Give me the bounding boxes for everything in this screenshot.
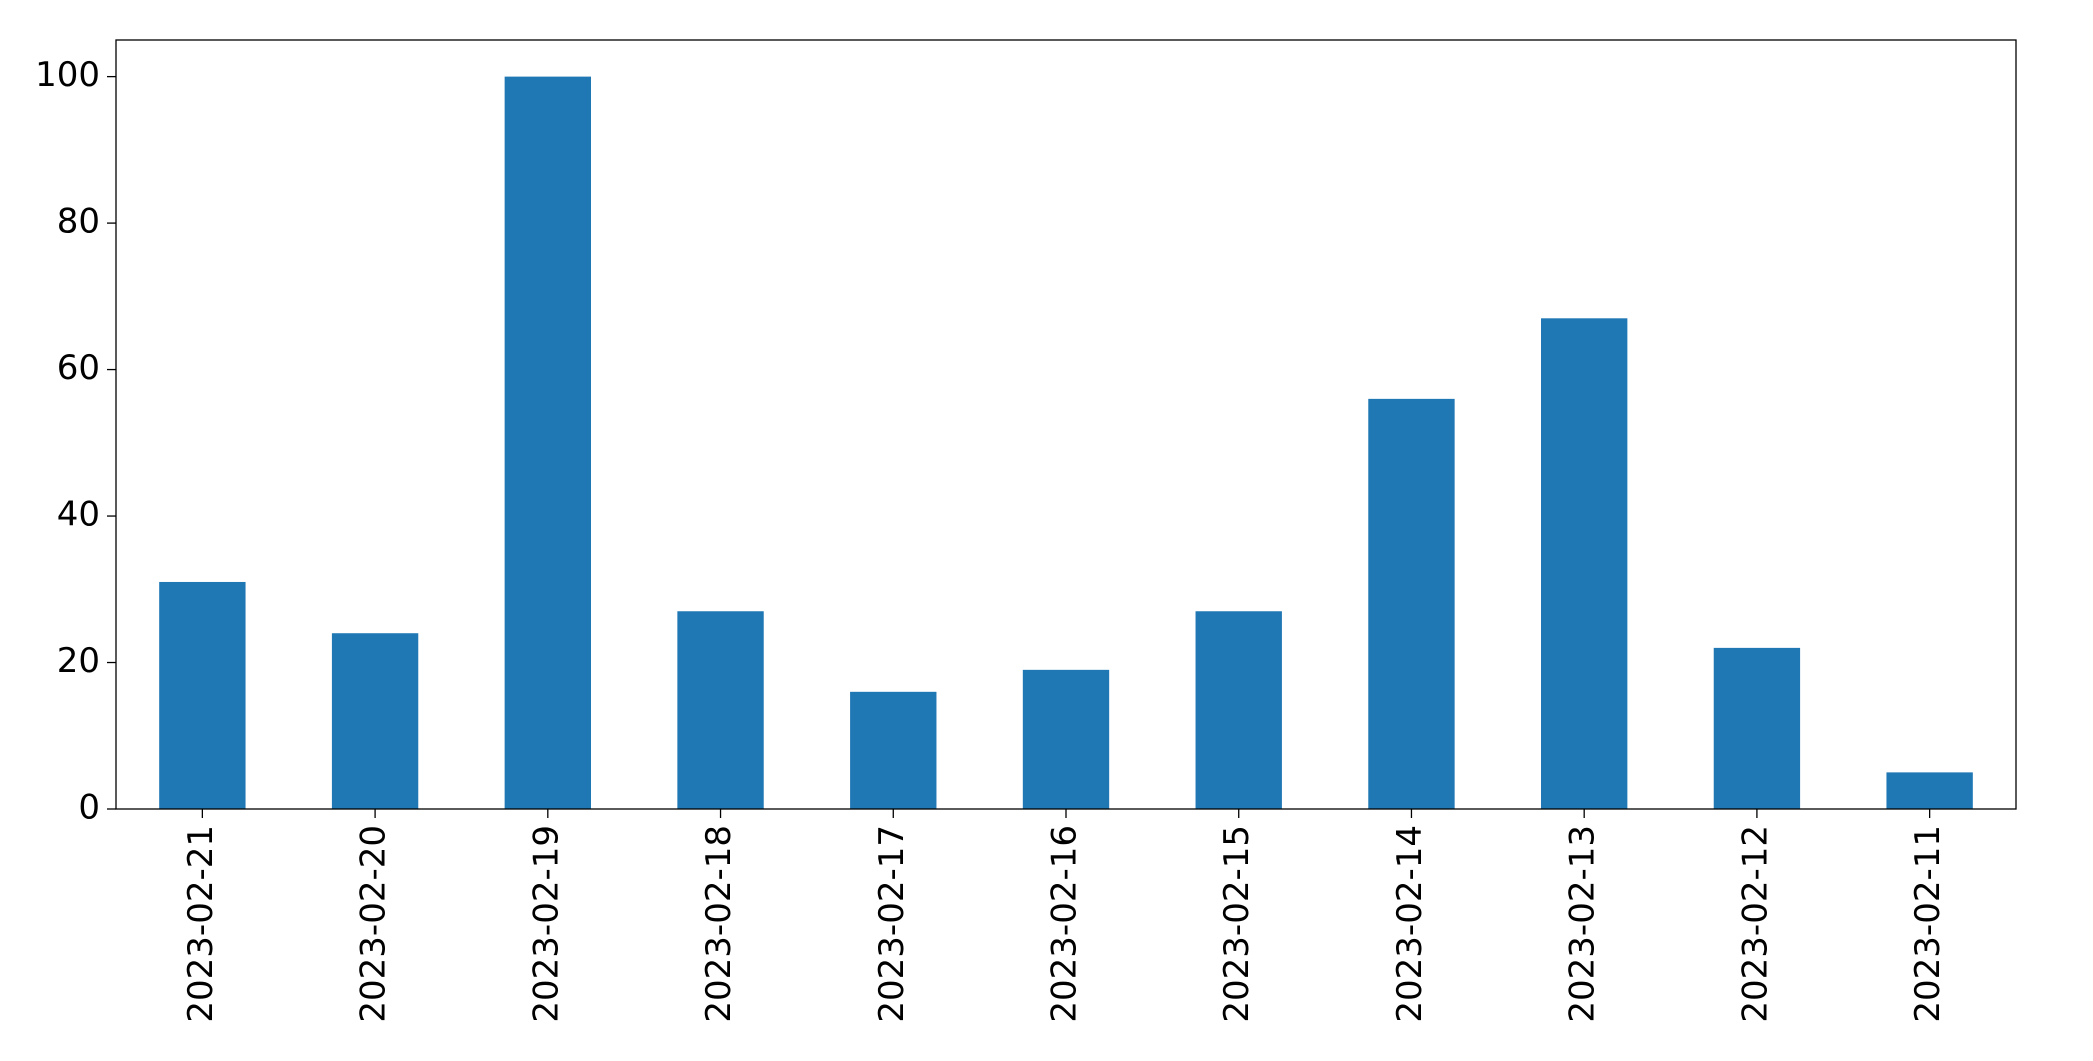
x-tick-label: 2023-02-11 — [1908, 825, 1948, 1023]
bar — [1886, 772, 1973, 809]
y-tick-label: 20 — [57, 641, 100, 681]
bar — [331, 633, 419, 809]
x-tick-label: 2023-02-17 — [872, 825, 912, 1023]
plot-frame — [115, 39, 2017, 810]
bar — [504, 76, 591, 810]
y-tick-label: 0 — [78, 788, 100, 828]
x-tick-label: 2023-02-13 — [1563, 825, 1603, 1023]
bar — [1022, 669, 1110, 809]
bar — [1368, 398, 1455, 809]
x-tick-label: 2023-02-14 — [1390, 825, 1430, 1023]
x-tick-label: 2023-02-16 — [1045, 825, 1085, 1023]
x-tick-label: 2023-02-19 — [526, 825, 566, 1023]
x-tick-label: 2023-02-20 — [354, 825, 394, 1023]
y-tick-label: 60 — [57, 348, 100, 388]
y-tick-label: 80 — [57, 202, 100, 242]
y-tick-label: 40 — [57, 495, 100, 535]
bar — [1713, 647, 1801, 809]
x-tick-label: 2023-02-12 — [1735, 825, 1775, 1023]
x-tick-label: 2023-02-15 — [1217, 825, 1257, 1023]
bar — [850, 691, 937, 809]
bar — [159, 581, 246, 809]
x-tick-label: 2023-02-18 — [699, 825, 739, 1023]
bar — [1541, 318, 1628, 809]
bar — [1195, 611, 1282, 809]
x-tick-label: 2023-02-21 — [181, 825, 221, 1023]
bar — [677, 611, 764, 809]
y-tick-label: 100 — [35, 55, 100, 95]
